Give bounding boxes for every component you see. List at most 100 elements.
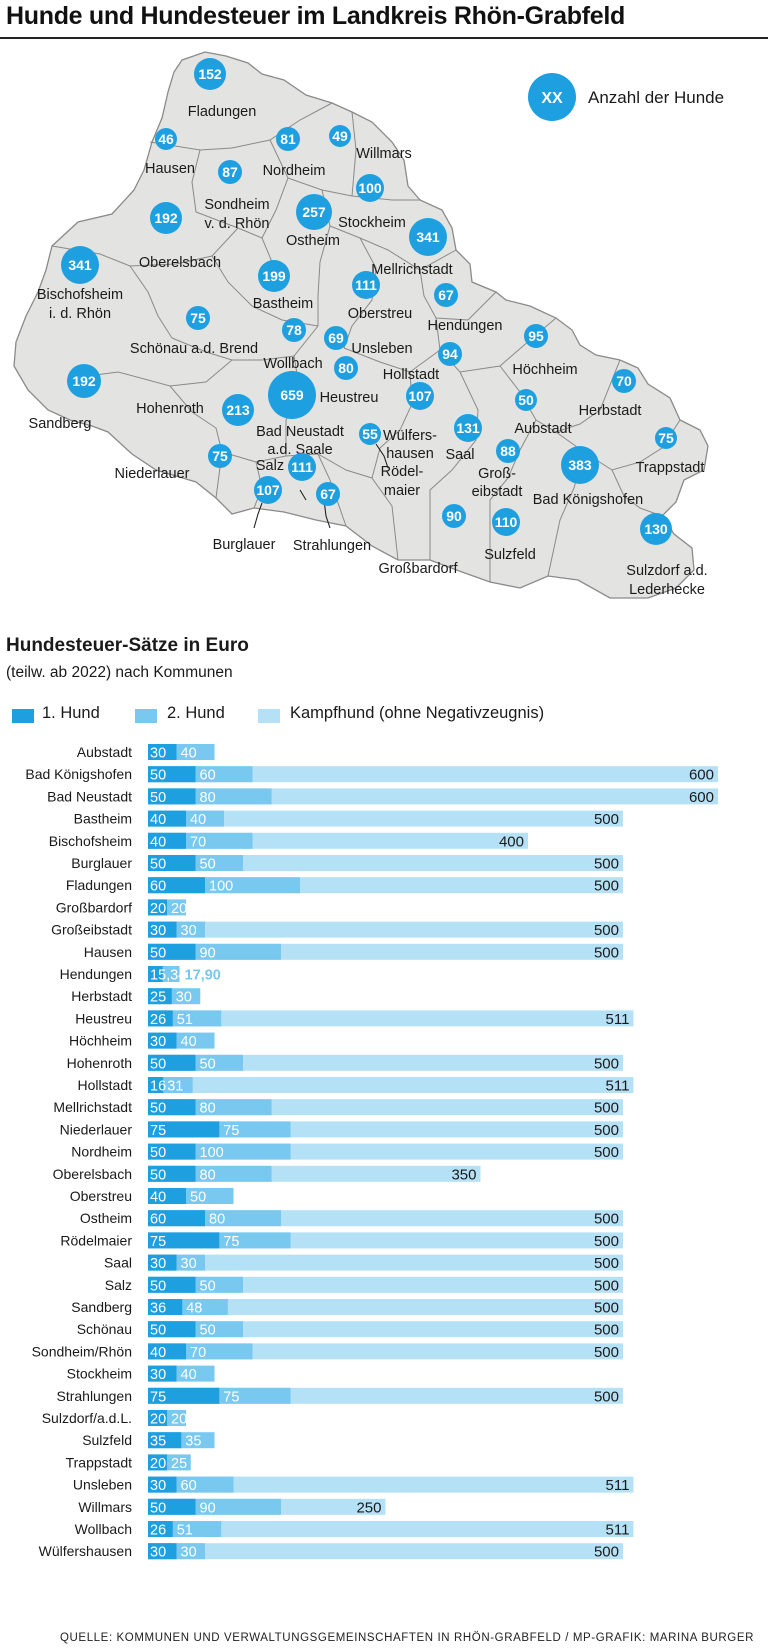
label-2nd-dog: 80 [209,1212,225,1228]
dog-count-circle [524,324,548,348]
place-label: i. d. Rhön [49,306,111,322]
bar-row-hohenroth: Hohenroth 50 50 500 [67,1054,623,1072]
label-1st-dog: 26 [150,1012,166,1028]
map-place-grossbardorf: Großbardorf 90 [379,504,466,577]
place-label: v. d. Rhön [204,216,269,232]
source-credit: QUELLE: KOMMUNEN UND VERWALTUNGSGEMEINSC… [59,1632,754,1644]
bar-1st-dog [148,1010,173,1027]
dog-count-circle [406,382,434,410]
municipality-border [191,149,263,239]
chart-subtitle: (teilw. ab 2022) nach Kommunen [6,664,233,681]
row-label: Hendungen [60,966,132,982]
place-label: Strahlungen [293,538,371,554]
place-label: hausen [386,446,434,462]
place-label: a.d. Saale [267,442,332,458]
title-rule [0,37,768,39]
row-label: Rödelmaier [60,1232,132,1248]
municipality-border [489,419,537,582]
dog-count: 95 [528,328,544,344]
bar-row-herbstadt: Herbstadt 25 30 [71,988,201,1006]
bar-1st-dog [148,899,167,916]
dog-count-circle [218,160,242,184]
bar-1st-dog [148,966,163,982]
label-2nd-dog: 70 [190,834,206,850]
dog-count: 341 [68,257,92,273]
place-label: Hohenroth [136,401,204,417]
label-1st-dog: 50 [150,1056,166,1072]
dog-count-circle [268,371,316,419]
bar-1st-dog [148,988,172,1005]
label-2nd-dog: 50 [200,1056,216,1072]
label-2nd-dog: 80 [200,1167,216,1183]
map-legend: XX Anzahl der Hunde [528,73,724,121]
bar-fighting-dog [148,1276,623,1293]
label-fighting-dog: 511 [606,1522,630,1539]
map-markers: Fladungen 152 Hausen 46 Nordheim 81 Willmars 49… [29,58,708,598]
dog-count: 67 [438,287,454,303]
dog-count: 75 [212,448,228,464]
place-label: Sulzdorf a.d. [626,563,707,579]
bar-fighting-dog [148,1521,634,1537]
label-fighting-dog: 250 [356,1499,381,1516]
dog-count: 88 [500,443,516,459]
place-label: Niederlauer [115,466,190,482]
map-place-hoechheim: Höchheim 95 [512,324,578,378]
bar-row-roedelmaier: Rödelmaier 75 75 500 [60,1232,623,1250]
bar-row-grosseibstadt: Großeibstadt 30 30 500 [51,921,623,939]
map-place-hendungen: Hendungen 67 [428,283,503,334]
row-label: Heustreu [75,1010,132,1026]
dog-count: 78 [286,322,302,338]
place-label: Rödel- [381,464,424,480]
label-2nd-dog: 40 [181,746,197,762]
label-fighting-dog: 500 [594,1211,619,1228]
dog-count-circle [409,218,447,256]
bar-1st-dog [148,1387,220,1404]
place-label: Hausen [145,161,195,177]
bar-1st-dog [148,1232,220,1249]
label-fighting-dog: 600 [689,767,714,784]
map-place-herbstadt: Herbstadt 70 [579,369,642,419]
dog-count-circle [329,125,351,147]
bar-1st-dog [148,1454,167,1471]
label-2nd-dog: 51 [177,1523,193,1539]
place-label: Aubstadt [514,421,571,437]
dog-count: 94 [442,346,458,362]
label-fighting-dog: 500 [594,1277,619,1294]
place-label: Stockheim [338,215,406,231]
place-label: Schönau a.d. Brend [130,341,258,357]
label-fighting-dog: 500 [594,1100,619,1117]
dog-count-circle [561,446,599,484]
label-1st-dog: 50 [150,945,166,961]
row-label: Hausen [84,944,132,960]
map-place-burglauer: Burglauer 107 [213,476,282,553]
bar-row-sulzdorf-a-d-l: Sulzdorf/a.d.L. 20 20 [42,1410,187,1428]
dog-count-circle [288,453,316,481]
label-2nd-dog: 75 [223,1234,239,1250]
municipality-border [429,371,479,560]
dog-count-circle [254,476,282,504]
bar-row-niederlauer: Niederlauer 75 75 500 [60,1121,623,1139]
dog-count-circle [454,414,482,442]
bar-row-wollbach: Wollbach 26 51 511 [75,1521,634,1539]
label-fighting-dog: 500 [594,1122,619,1139]
dog-count: 131 [456,420,480,436]
place-label: Nordheim [263,163,326,179]
row-label: Nordheim [71,1144,132,1160]
map-place-oberstreu: Oberstreu 111 [348,271,412,322]
label-leader-line [299,489,307,501]
label-leader-line [253,502,263,529]
row-label: Bad Königshofen [25,766,132,782]
map-place-fladungen: Fladungen 152 [188,58,256,120]
bar-1st-dog [148,1210,205,1227]
label-2nd-dog: 48 [186,1301,202,1317]
row-label: Ostheim [80,1210,132,1226]
bar-1st-dog [148,1343,186,1360]
dog-count: 107 [408,388,432,404]
label-2nd-dog: 80 [200,1101,216,1117]
bar-1st-dog [148,1321,196,1338]
place-label: Herbstadt [579,403,642,419]
place-label: Salz [256,458,284,474]
row-label: Wülfershausen [39,1543,132,1559]
row-label: Saal [104,1255,132,1271]
